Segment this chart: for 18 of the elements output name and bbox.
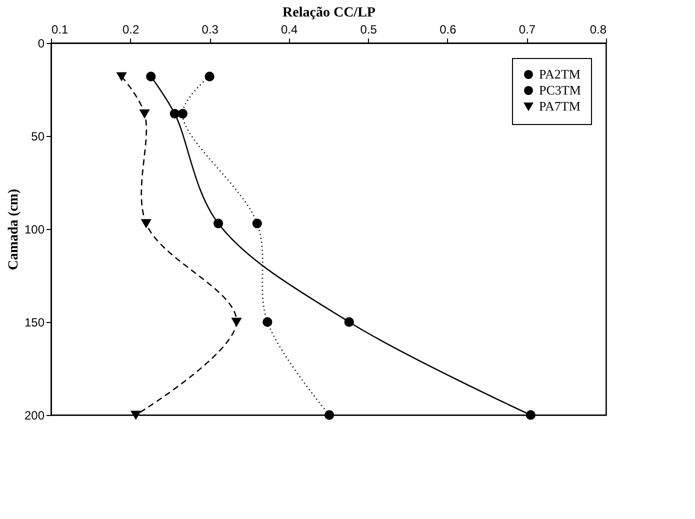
y-tick-label: 200 [24,408,45,422]
x-tick-label: 0.5 [360,22,378,36]
x-tick-label: 0.4 [281,22,298,36]
x-tick-label: 0.8 [590,22,607,36]
legend-label: PA2TM [539,66,581,82]
legend-label: PA7TM [539,98,581,114]
y-tick-label: 50 [31,130,45,144]
y-tick-label: 0 [38,36,45,50]
x-tick-label: 0.7 [518,22,536,36]
x-tick-label: 0.6 [440,22,457,36]
y-tick-label: 100 [24,222,45,236]
y-tick-label: 150 [24,316,45,330]
x-tick-label: 0.1 [52,22,69,36]
x-tick-label: 0.3 [202,22,219,36]
x-tick-label: 0.2 [122,22,140,36]
legend-label: PC3TM [539,82,582,98]
y-axis-title: Camada (cm) [6,188,22,270]
x-axis-title: Relação CC/LP [282,6,376,20]
